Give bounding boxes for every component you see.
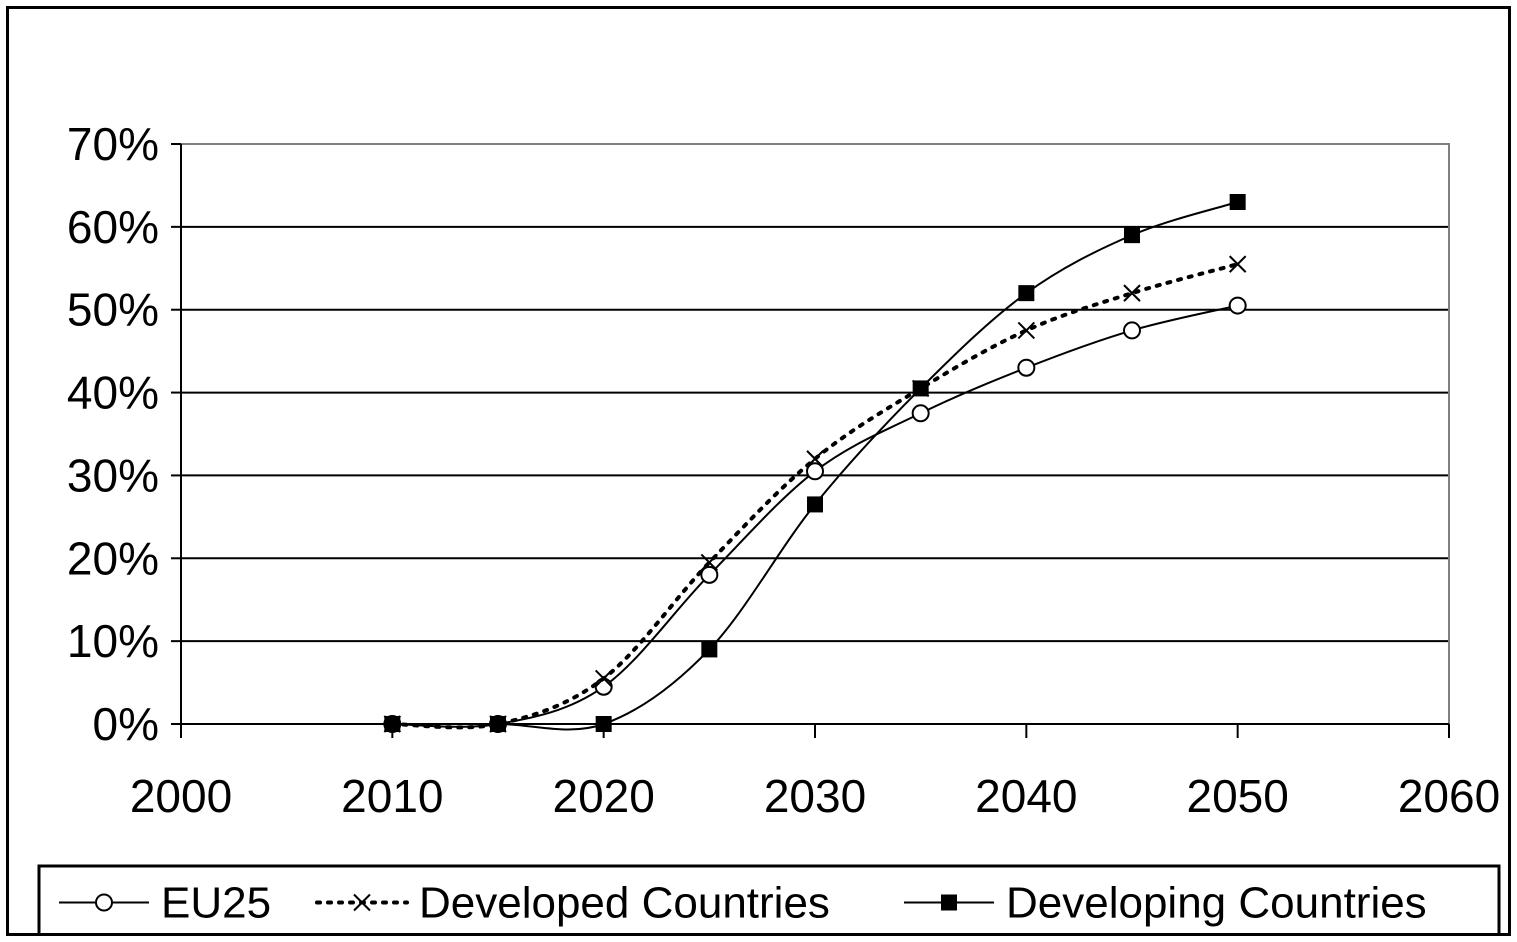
chart-frame: 0% 10% 20% 30% 40% 50% 60% 70% 2000 2010 2020 2030… [6, 6, 1511, 936]
circle-marker [911, 404, 930, 423]
square-marker [807, 496, 823, 513]
square-marker [912, 380, 929, 397]
cross-marker [806, 450, 824, 468]
y-tick-labels: 0% 10% 20% 30% 40% 50% 60% 70% [67, 118, 159, 750]
square-marker [1124, 227, 1140, 244]
square-marker [941, 894, 957, 911]
circle-marker [1228, 296, 1247, 315]
legend-label-2: Developing Countries [1006, 879, 1427, 928]
cross-marker [1123, 284, 1141, 302]
x-tick-label: 2060 [1398, 770, 1500, 822]
circle-marker [95, 893, 113, 912]
x-tick-labels: 2000 2010 2020 2030 2040 2050 2060 [130, 770, 1500, 822]
x-tick-label: 2030 [764, 770, 866, 822]
y-tick-label: 70% [67, 118, 159, 170]
square-marker [1229, 194, 1246, 210]
y-tick-label: 20% [67, 532, 159, 584]
grid-lines [181, 225, 1449, 643]
series-1 [383, 255, 1247, 733]
cross-stroke [353, 893, 371, 912]
square-marker [1018, 285, 1035, 302]
axes [171, 143, 1450, 738]
y-tick-label: 40% [67, 367, 159, 419]
circle-marker [700, 565, 719, 584]
cross-stroke [806, 450, 824, 468]
square-marker [701, 641, 718, 658]
series-2 [384, 194, 1246, 732]
x-tick-label: 2020 [552, 770, 654, 822]
square-marker [490, 716, 506, 732]
cross-stroke [1123, 284, 1141, 302]
legend-label-1: Developed Countries [419, 879, 830, 928]
legend-label-0: EU25 [161, 879, 271, 928]
cross-marker [1017, 321, 1036, 340]
x-tick-label: 2050 [1186, 770, 1288, 822]
series-line [390, 262, 1240, 730]
cross-marker [1228, 255, 1247, 273]
y-tick-label: 60% [67, 201, 159, 253]
cross-marker [700, 553, 719, 572]
cross-stroke [1017, 321, 1036, 340]
line-chart: 0% 10% 20% 30% 40% 50% 60% 70% 2000 2010 2020 2030… [37, 118, 1501, 933]
legend: EU25 Developed Countries Developing Countr… [37, 864, 1501, 933]
legend-box [37, 864, 1501, 933]
square-marker [384, 716, 401, 732]
y-tick-label: 30% [67, 449, 159, 501]
data-series [383, 194, 1247, 733]
x-tick-label: 2000 [130, 770, 232, 822]
series-line [392, 304, 1238, 728]
series-0 [383, 296, 1247, 733]
y-tick-label: 50% [67, 284, 159, 336]
circle-marker [1123, 321, 1141, 340]
cross-stroke [700, 553, 719, 572]
cross-marker [353, 893, 371, 912]
cross-marker [594, 669, 613, 688]
plot-area-border [180, 143, 1450, 725]
circle-marker [806, 462, 824, 481]
x-tick-label: 2040 [975, 770, 1077, 822]
y-tick-label: 10% [67, 615, 159, 667]
cross-stroke [594, 669, 613, 688]
circle-marker [594, 677, 613, 696]
cross-stroke [1228, 255, 1247, 273]
square-marker [595, 716, 612, 732]
y-tick-label: 0% [93, 698, 159, 750]
circle-marker [1017, 358, 1036, 377]
x-tick-label: 2010 [341, 770, 443, 822]
